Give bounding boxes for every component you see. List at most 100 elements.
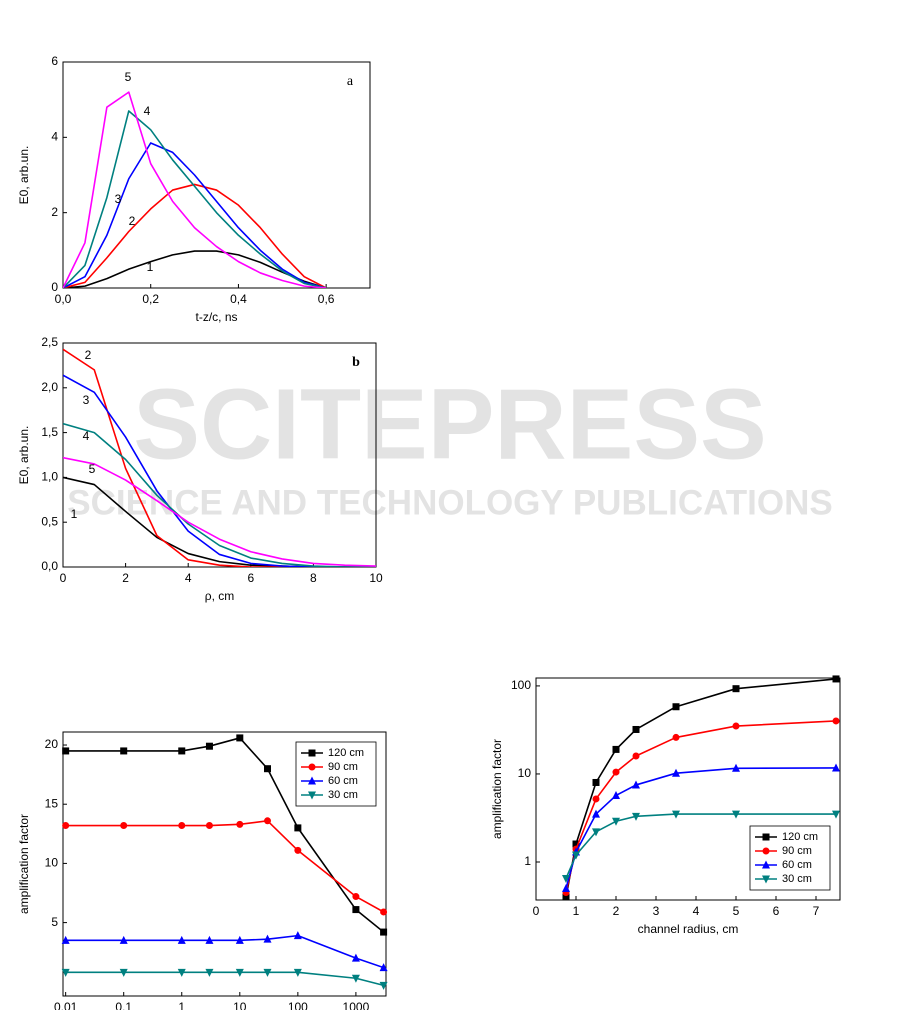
marker <box>308 763 316 771</box>
marker <box>379 981 388 990</box>
marker <box>119 968 128 977</box>
marker <box>672 810 680 819</box>
marker <box>592 795 600 803</box>
x-tick-label: 4 <box>185 571 192 585</box>
x-tick-label: 0,01 <box>54 1000 78 1010</box>
curve-label: 3 <box>83 393 90 407</box>
marker <box>592 809 600 818</box>
marker <box>380 928 388 936</box>
marker <box>832 810 840 819</box>
x-tick-label: 0,4 <box>230 292 247 306</box>
marker <box>236 734 244 742</box>
marker <box>235 968 244 977</box>
legend-label: 120 cm <box>782 831 818 843</box>
marker <box>120 822 128 830</box>
marker <box>178 822 186 830</box>
marker <box>562 874 570 883</box>
y-tick-label: 10 <box>45 856 59 870</box>
legend-label: 90 cm <box>782 845 812 857</box>
y-tick-label: 1 <box>524 854 531 868</box>
series-line <box>63 142 327 288</box>
series-line <box>63 476 376 567</box>
marker <box>832 717 840 725</box>
marker <box>62 747 70 755</box>
marker <box>672 703 680 711</box>
marker <box>380 908 388 916</box>
series-line <box>565 678 837 898</box>
marker <box>592 778 600 786</box>
marker <box>612 817 620 826</box>
marker <box>351 974 360 983</box>
y-tick-label: 20 <box>45 737 59 751</box>
x-tick-label: 1000 <box>343 1000 370 1010</box>
series-line <box>65 934 384 969</box>
y-tick-label: 0,5 <box>41 514 58 528</box>
x-tick-label: 6 <box>247 571 254 585</box>
x-tick-label: 0,6 <box>318 292 335 306</box>
marker <box>236 820 244 828</box>
curve-label: 4 <box>144 104 151 118</box>
marker <box>308 749 316 757</box>
marker <box>120 747 128 755</box>
y-tick-label: 0,0 <box>41 559 58 573</box>
curve-label: 1 <box>71 507 78 521</box>
series-line <box>63 374 376 567</box>
watermark-subtitle: SCIENCE AND TECHNOLOGY PUBLICATIONS <box>67 483 833 522</box>
marker <box>732 685 740 693</box>
series-line <box>63 250 327 288</box>
series-line <box>565 720 837 893</box>
marker <box>632 812 640 821</box>
marker <box>351 953 360 962</box>
curve-label: 5 <box>125 70 132 84</box>
marker <box>612 768 620 776</box>
marker <box>572 851 580 860</box>
marker <box>632 725 640 733</box>
plot-frame <box>62 61 371 289</box>
y-tick-label: 6 <box>51 54 58 68</box>
marker <box>293 931 302 940</box>
y-tick-label: 0 <box>51 280 58 294</box>
marker <box>263 968 272 977</box>
marker <box>177 968 186 977</box>
panel-label: a <box>347 74 354 89</box>
curve-label: 5 <box>89 462 96 476</box>
series-line <box>63 348 376 567</box>
series-line <box>565 813 836 879</box>
marker <box>732 722 740 730</box>
marker <box>205 935 214 944</box>
marker <box>177 935 186 944</box>
series-line <box>63 91 327 288</box>
x-tick-label: 0 <box>60 571 67 585</box>
marker <box>308 791 316 800</box>
y-tick-label: 1,0 <box>41 470 58 484</box>
x-tick-label: 1 <box>573 904 580 918</box>
y-tick-label: 1,5 <box>41 425 58 439</box>
legend-label: 30 cm <box>328 789 358 801</box>
marker <box>235 935 244 944</box>
marker <box>632 780 640 789</box>
x-tick-label: 10 <box>233 1000 247 1010</box>
series-line <box>63 183 327 288</box>
marker <box>732 763 740 772</box>
marker <box>308 776 316 785</box>
x-axis-label: t-z/c, ns <box>195 310 237 324</box>
y-tick-label: 2,0 <box>41 380 58 394</box>
y-tick-label: 2 <box>51 205 58 219</box>
marker <box>205 968 214 977</box>
marker <box>294 824 302 832</box>
plot-frame <box>62 342 377 568</box>
x-tick-label: 0,2 <box>142 292 159 306</box>
series-line <box>565 767 837 889</box>
x-tick-label: 0 <box>533 904 540 918</box>
marker <box>263 934 272 943</box>
curve-label: 2 <box>129 214 136 228</box>
marker <box>832 763 840 772</box>
marker <box>263 765 271 773</box>
marker <box>632 752 640 760</box>
y-axis-label: E0, arb.un. <box>17 146 31 205</box>
marker <box>178 747 186 755</box>
marker <box>612 745 620 753</box>
marker <box>572 840 580 848</box>
